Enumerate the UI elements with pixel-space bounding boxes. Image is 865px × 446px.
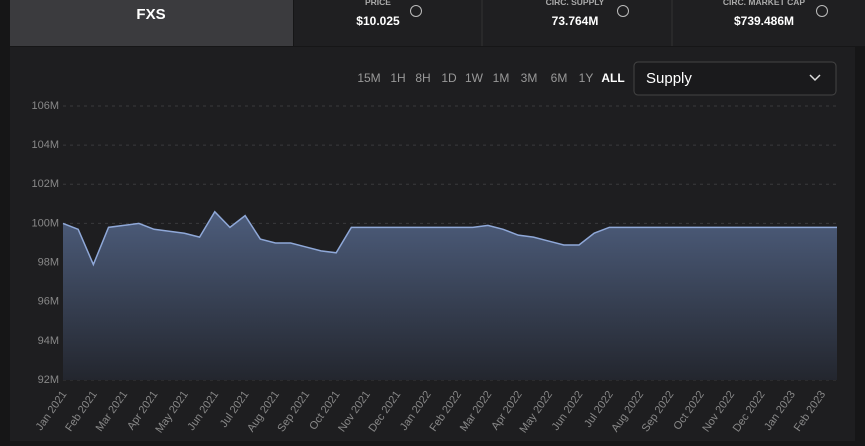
token-tab[interactable] [10,0,293,46]
time-range[interactable]: 1W [465,71,484,85]
time-ranges: 15M 1H 8H 1D 1W 1M 3M 6M 1Y ALL [357,71,624,85]
stats-bar [294,0,865,46]
y-tick-label: 94M [38,335,59,347]
y-tick-label: 106M [31,100,59,112]
time-range[interactable]: ALL [601,71,624,85]
time-range[interactable]: 1D [441,71,457,85]
stat-label: CIRC. SUPPLY [546,0,605,7]
area [63,211,837,380]
time-range[interactable]: 3M [521,71,538,85]
stat-value: $739.486M [734,14,794,28]
metric-dropdown[interactable] [633,61,837,96]
y-tick-label: 100M [31,217,59,229]
metric-label: Supply [646,70,692,87]
time-range[interactable]: 6M [551,71,568,85]
help-icon [617,5,629,17]
stat-value: 73.764M [552,14,599,28]
help-icon [410,5,422,17]
token-name: FXS [136,6,165,23]
time-range[interactable]: 1M [493,71,510,85]
y-tick-label: 98M [38,256,59,268]
time-range[interactable]: 15M [357,71,380,85]
dropdown-arrow [809,74,821,82]
y-tick-label: 102M [31,178,59,190]
stat-label: PRICE [365,0,391,7]
help-icon [816,5,828,17]
time-range[interactable]: 1H [390,71,405,85]
y-tick-label: 96M [38,296,59,308]
stat-label: CIRC. MARKET CAP [723,0,805,7]
time-range[interactable]: 1Y [579,71,594,85]
line [62,210,837,267]
stats: PRICE $10.025 CIRC. SUPPLY 73.764M CIRC. MAR… [356,0,828,28]
stat-value: $10.025 [356,14,400,28]
y-tick-label: 92M [38,374,59,386]
time-range[interactable]: 8H [415,71,430,85]
y-tick-label: 104M [31,139,59,151]
